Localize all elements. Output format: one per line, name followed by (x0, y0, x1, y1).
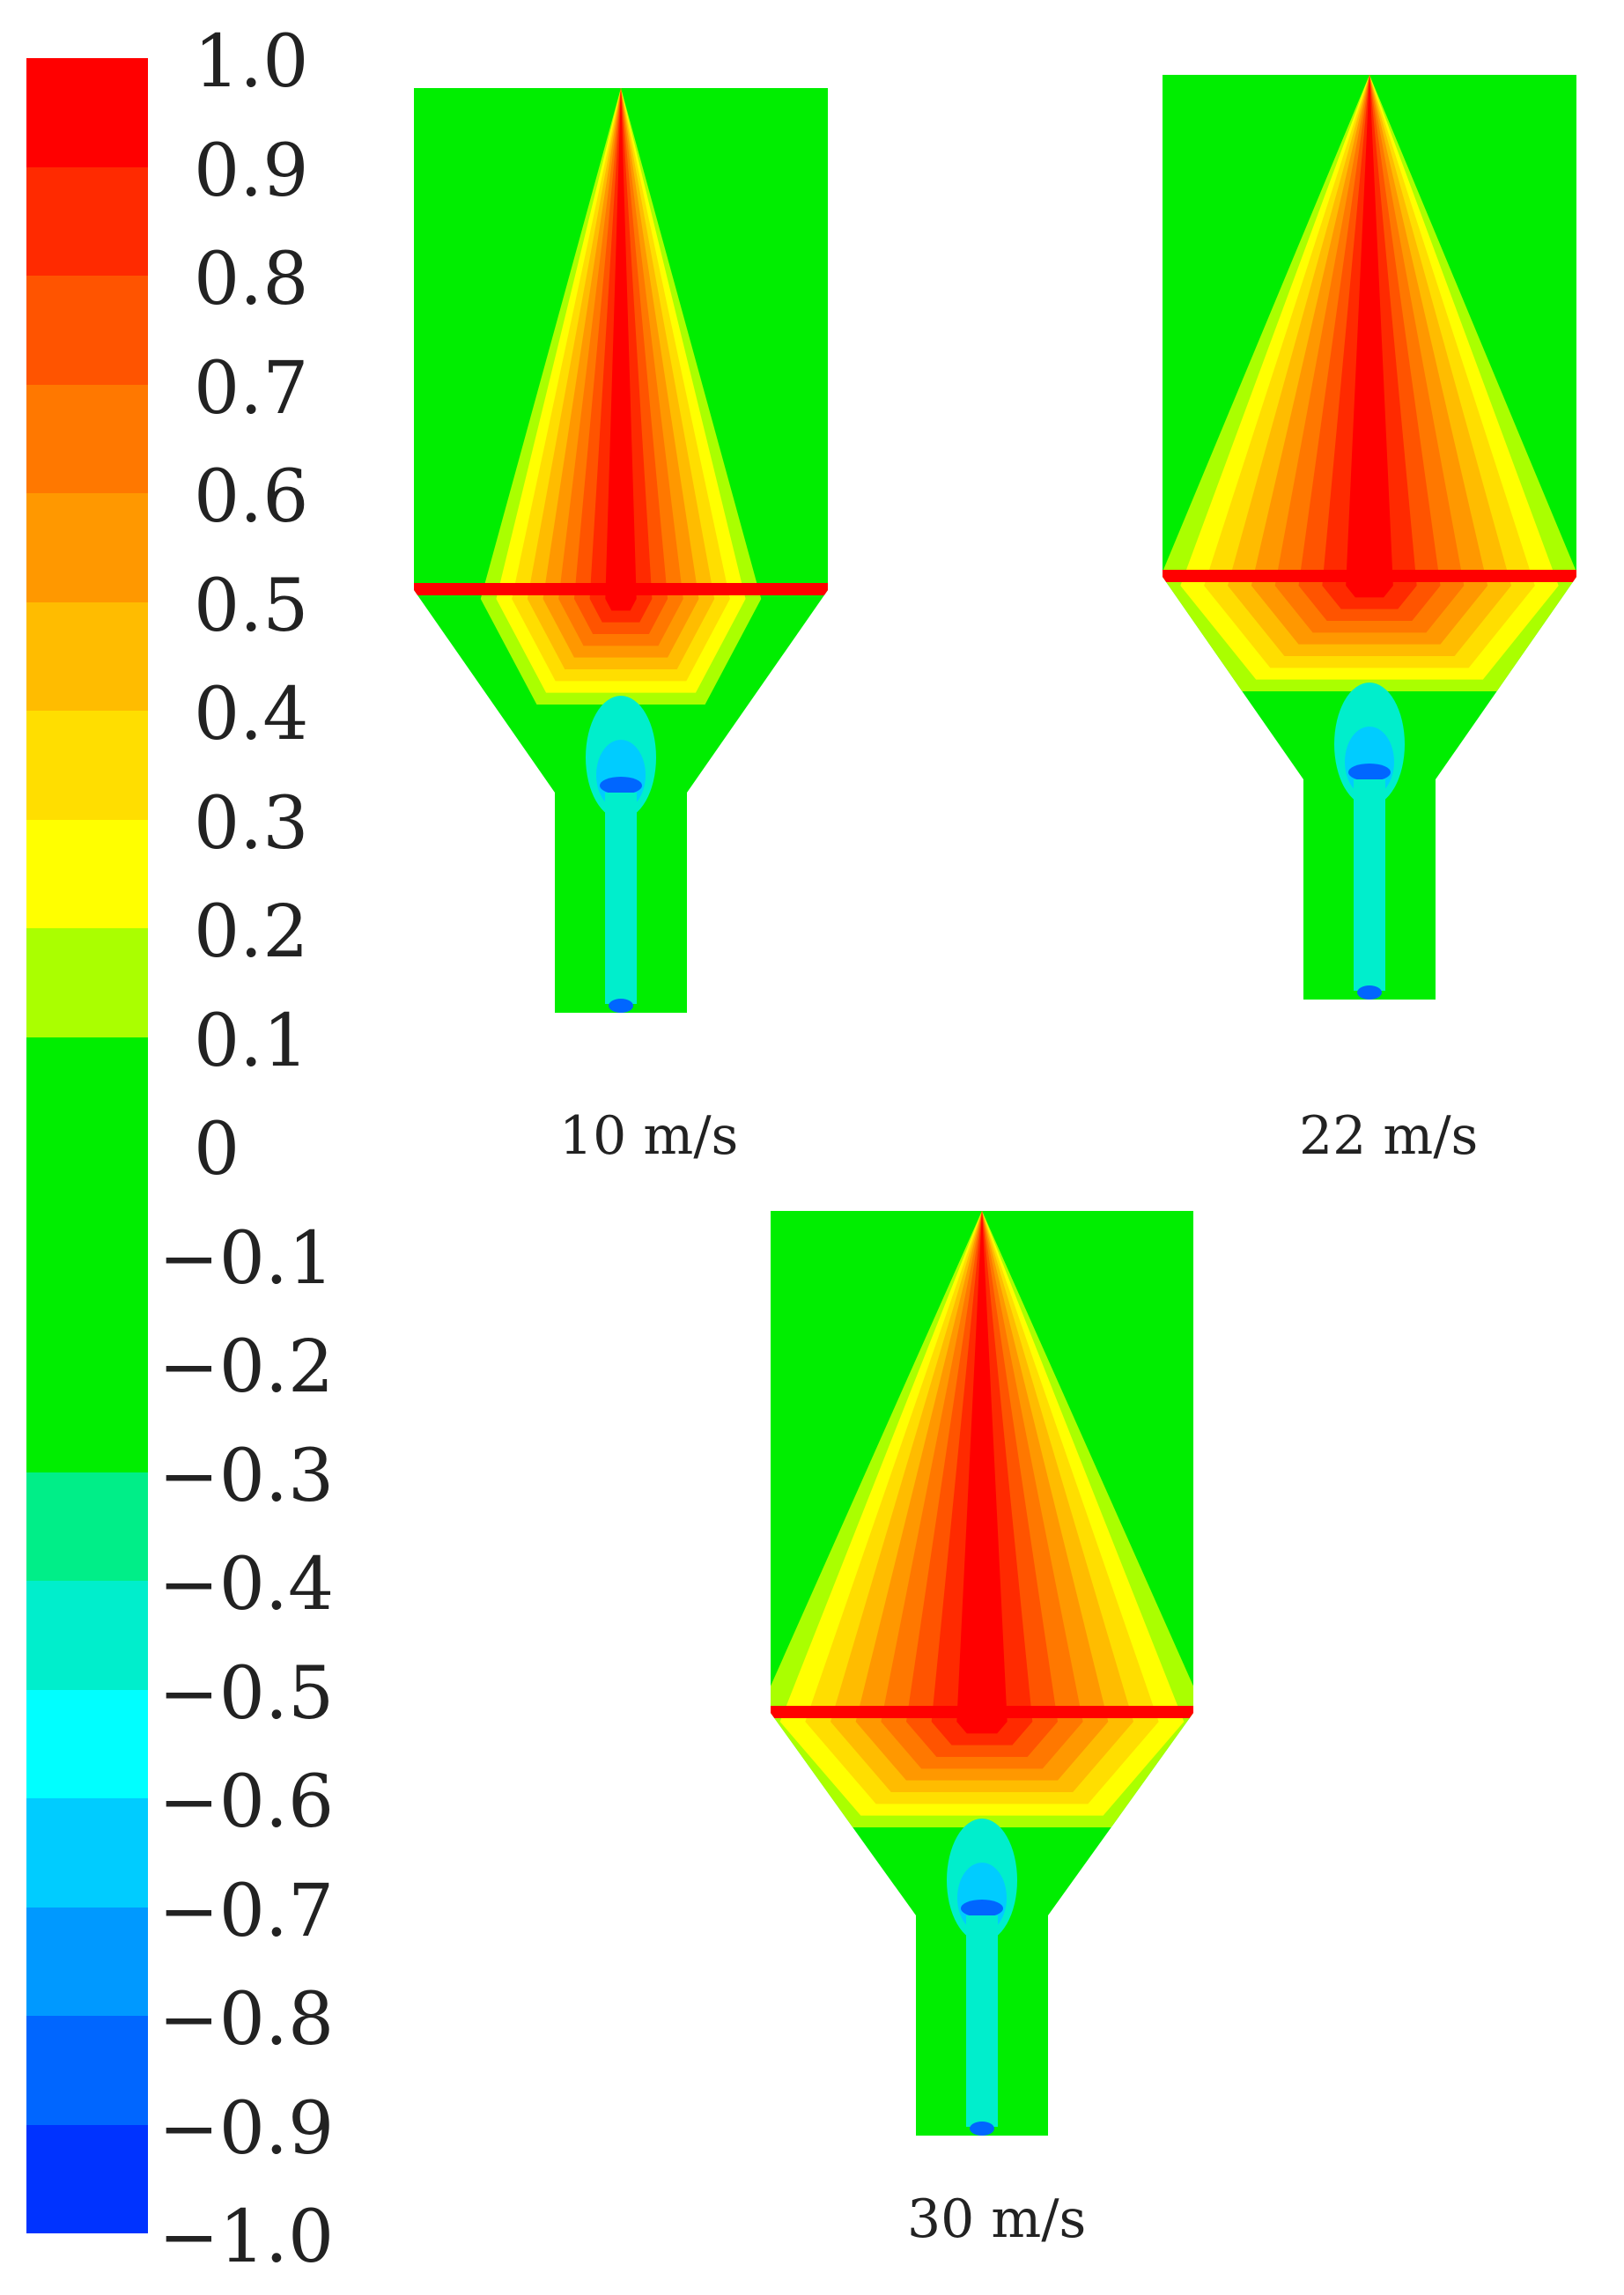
colorbar-band (26, 601, 148, 711)
colorbar-band (26, 1037, 148, 1146)
colorbar-tick-label: 0.6 (194, 455, 309, 539)
colorbar-band (26, 1363, 148, 1472)
colorbar-tick-label: −0.1 (159, 1216, 335, 1301)
case-label-30-m-s: 30 m/s (907, 2188, 1087, 2250)
colorbar-tick-label: −0.4 (159, 1543, 335, 1627)
colorbar-tick-label: 0.9 (194, 129, 309, 213)
colorbar-tick-label: −1.0 (159, 2195, 335, 2279)
colorbar-band (26, 58, 148, 167)
colorbar-band (26, 2016, 148, 2125)
colorbar-tick-label: −0.8 (159, 1978, 335, 2062)
colorbar-tick-label: 0.2 (194, 890, 309, 974)
colorbar-band (26, 2124, 148, 2233)
case-label-10-m-s: 10 m/s (559, 1105, 739, 1167)
case-label-22-m-s: 22 m/s (1299, 1105, 1479, 1167)
colorbar-tick-label: 0.1 (194, 999, 309, 1083)
colorbar-band (26, 928, 148, 1037)
colorbar-band (26, 1146, 148, 1255)
colorbar-tick-label: 0.4 (194, 673, 309, 756)
colorbar-tick-label: 0.8 (194, 238, 309, 321)
colorbar-band (26, 1689, 148, 1798)
colorbar-band (26, 1798, 148, 1908)
contour-22-m-s (1163, 75, 1576, 1000)
colorbar-tick-label: −0.2 (159, 1325, 335, 1409)
colorbar-tick-label: 0.5 (194, 564, 309, 648)
colorbar-tick-label: −0.5 (159, 1651, 335, 1736)
colorbar-band (26, 1472, 148, 1581)
colorbar-band (26, 711, 148, 820)
contour-30-m-s (771, 1211, 1193, 2136)
colorbar-tick-label: 0.7 (194, 346, 309, 431)
colorbar-tick-label: −0.7 (159, 1869, 335, 1953)
colorbar-band (26, 493, 148, 602)
colorbar-tick-label: 0 (194, 1108, 240, 1192)
colorbar-band (26, 1907, 148, 2016)
contour-10-m-s (414, 88, 828, 1013)
colorbar-tick-label: 1.0 (194, 20, 309, 104)
colorbar-tick-label: −0.9 (159, 2086, 335, 2171)
colorbar-band (26, 819, 148, 928)
colorbar-tick-label: 0.3 (194, 781, 309, 866)
colorbar-band (26, 1254, 148, 1363)
colorbar-tick-label: −0.3 (159, 1434, 335, 1518)
colorbar-tick-label: −0.6 (159, 1760, 335, 1844)
colorbar-band (26, 1581, 148, 1690)
colorbar-band (26, 276, 148, 385)
colorbar-band (26, 166, 148, 276)
colorbar-band (26, 384, 148, 493)
colorbar (26, 58, 148, 2233)
